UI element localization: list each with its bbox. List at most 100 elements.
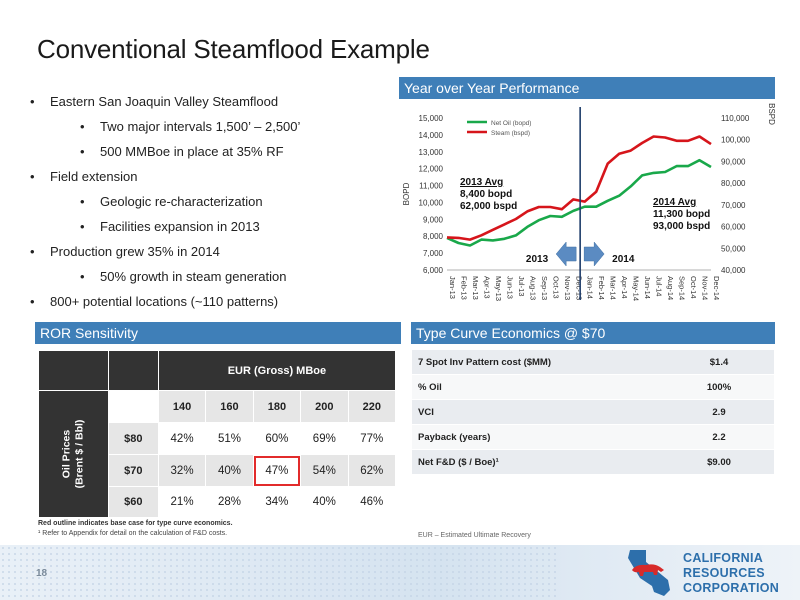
x-axis-tick-label: Nov-14 <box>701 276 710 300</box>
left-axis-tick-label: 13,000 <box>419 148 444 157</box>
ror-corner-cell <box>38 350 109 391</box>
performance-chart: 6,000 7,000 8,000 9,000 10,000 11,000 12,000 13… <box>399 99 776 320</box>
type-curve-label: % Oil <box>412 374 664 400</box>
left-axis-tick-label: 14,000 <box>419 131 444 140</box>
bullet-text: 50% growth in steam generation <box>100 269 287 284</box>
x-axis-tick-label: Mar-14 <box>609 276 618 300</box>
bullet-text: Eastern San Joaquin Valley Steamflood <box>50 94 279 109</box>
table-row: VCI 2.9 <box>412 399 774 425</box>
x-axis-tick-label: Dec-13 <box>574 276 583 300</box>
bullet-text: 500 MMBoe in place at 35% RF <box>100 144 284 159</box>
x-axis-tick-label: Oct-13 <box>551 276 560 299</box>
right-axis-label: BSPD <box>767 103 775 125</box>
ror-value-cell: 46% <box>347 486 397 518</box>
series-line <box>446 135 712 241</box>
x-axis-tick-label: Apr-14 <box>620 276 629 299</box>
right-axis-tick-label: 60,000 <box>721 223 746 232</box>
logo-line: RESOURCES <box>683 566 765 580</box>
x-axis-tick-label: Sep-13 <box>540 276 549 300</box>
ror-corner-cell <box>107 350 159 391</box>
page-number: 18 <box>36 568 48 579</box>
x-axis-tick-label: Aug-13 <box>528 276 537 300</box>
price-row-header: $60 <box>107 486 159 518</box>
bullet-dot-icon: • <box>30 94 35 109</box>
ror-value-cell: 40% <box>300 486 349 518</box>
bullet-dot-icon: • <box>30 294 35 309</box>
series-line <box>446 158 712 247</box>
left-axis-tick-label: 15,000 <box>419 114 444 123</box>
eur-definition-footnote: EUR – Estimated Ultimate Recovery <box>418 532 531 539</box>
ror-sensitivity-table: EUR (Gross) MBoe Oil Prices (Brent $ / B… <box>38 350 397 518</box>
slide-title: Conventional Steamflood Example <box>37 34 430 64</box>
ror-value-cell: 54% <box>300 454 349 487</box>
bullet-text: Field extension <box>50 169 138 184</box>
ror-value-cell: 21% <box>157 486 207 518</box>
bullet-text: Geologic re-characterization <box>100 194 263 209</box>
fd-cost-footnote: ¹ Refer to Appendix for detail on the ca… <box>38 530 228 537</box>
eur-header: EUR (Gross) MBoe <box>157 350 397 391</box>
ror-value-cell: 40% <box>205 454 254 487</box>
ror-value-cell: 34% <box>252 486 302 518</box>
price-row-header: $80 <box>107 422 159 455</box>
right-axis-tick-label: 80,000 <box>721 179 746 188</box>
bullet-dot-icon: • <box>80 269 85 284</box>
ror-value-cell: 77% <box>347 422 397 455</box>
type-curve-value: $1.4 <box>664 349 774 375</box>
right-axis-tick-label: 40,000 <box>721 266 746 275</box>
bullet-text: Two major intervals 1,500’ – 2,500’ <box>100 119 301 134</box>
annotation-2014-avg: 11,300 bopd <box>653 209 710 220</box>
x-axis-tick-label: Aug-14 <box>666 276 675 300</box>
logo-line: CALIFORNIA <box>683 551 764 565</box>
ror-value-cell: 51% <box>205 422 254 455</box>
ror-panel-header: ROR Sensitivity <box>35 322 401 344</box>
x-axis-tick-label: Jul-14 <box>655 276 664 296</box>
table-row: Payback (years) 2.2 <box>412 424 774 450</box>
left-axis-tick-label: 7,000 <box>423 249 444 258</box>
ror-base-case-cell: 47% <box>252 454 302 487</box>
base-case-note: Red outline indicates base case for type… <box>38 520 233 527</box>
type-curve-label: 7 Spot Inv Pattern cost ($MM) <box>412 349 664 375</box>
eur-column-header: 220 <box>347 390 397 423</box>
x-axis-tick-label: May-13 <box>494 276 503 301</box>
ror-value-cell: 69% <box>300 422 349 455</box>
right-axis-tick-label: 50,000 <box>721 244 746 253</box>
x-axis-tick-label: Sep-14 <box>678 276 687 300</box>
bullet-dot-icon: • <box>80 119 85 134</box>
oil-price-label: Oil Prices <box>60 429 73 479</box>
oil-price-side-label: Oil Prices (Brent $ / Bbl) <box>38 390 109 518</box>
price-row-header: $70 <box>107 454 159 487</box>
ror-value-cell: 42% <box>157 422 207 455</box>
bullet-dot-icon: • <box>30 244 35 259</box>
type-curve-value: $9.00 <box>664 449 774 475</box>
annotation-2014-avg: 2014 Avg <box>653 197 696 208</box>
type-curve-label: Net F&D ($ / Boe)¹ <box>412 449 664 475</box>
eur-column-header: 200 <box>300 390 349 423</box>
legend-label: Steam (bspd) <box>491 130 530 137</box>
x-axis-tick-label: Jan-14 <box>586 276 595 299</box>
bullet-dot-icon: • <box>80 144 85 159</box>
left-axis-tick-label: 12,000 <box>419 165 444 174</box>
right-arrow-icon <box>583 241 605 267</box>
table-row: Net F&D ($ / Boe)¹ $9.00 <box>412 449 774 475</box>
x-axis-tick-label: Apr-13 <box>482 276 491 299</box>
bullet-text: Production grew 35% in 2014 <box>50 244 220 259</box>
type-curve-table: 7 Spot Inv Pattern cost ($MM) $1.4 % Oil… <box>412 349 774 475</box>
left-axis-tick-label: 6,000 <box>423 266 444 275</box>
bear-icon <box>632 564 664 576</box>
performance-panel-header: Year over Year Performance <box>399 77 775 99</box>
annotation-2014-avg: 93,000 bspd <box>653 221 710 232</box>
legend-label: Net Oil (bopd) <box>491 120 531 127</box>
left-axis-tick-label: 9,000 <box>423 215 444 224</box>
left-axis-tick-label: 8,000 <box>423 232 444 241</box>
left-arrow-icon <box>555 241 577 267</box>
x-axis-tick-label: Feb-13 <box>459 276 468 300</box>
x-axis-tick-label: Nov-13 <box>563 276 572 300</box>
oil-price-unit: (Brent $ / Bbl) <box>73 419 86 489</box>
type-curve-value: 2.9 <box>664 399 774 425</box>
eur-column-header: 140 <box>157 390 207 423</box>
annotation-2013-avg: 2013 Avg <box>460 177 503 188</box>
x-axis-tick-label: Feb-14 <box>597 276 606 300</box>
footer-dot-pattern <box>0 545 560 600</box>
right-axis-tick-label: 90,000 <box>721 157 746 166</box>
bullet-dot-icon: • <box>80 194 85 209</box>
